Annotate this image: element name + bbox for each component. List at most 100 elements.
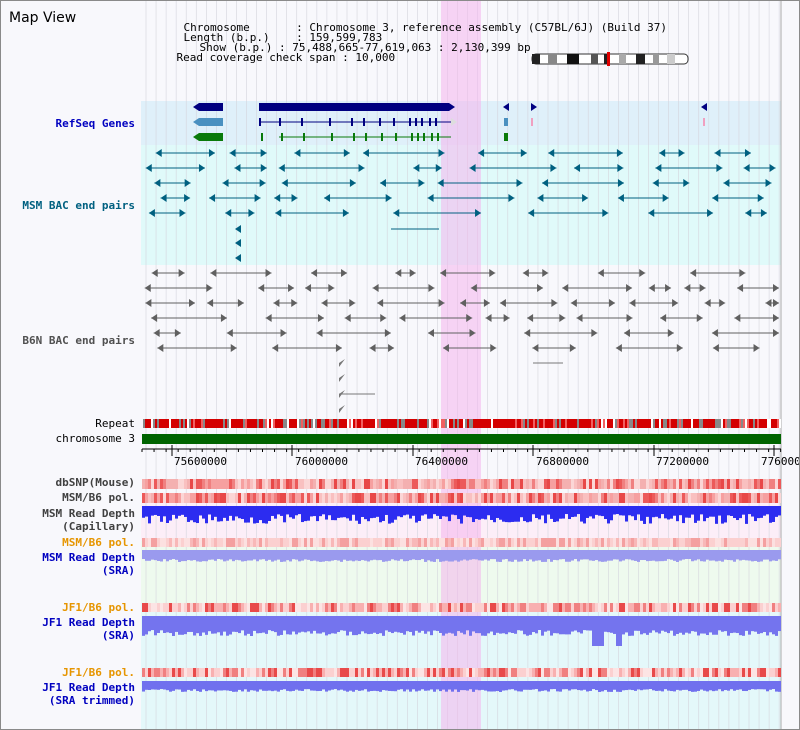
repeat-segment: [223, 419, 225, 428]
depth-bar: [697, 616, 700, 636]
bac-end-marker: [413, 164, 420, 172]
pol-heat-cell: [664, 603, 667, 612]
pol-heat-cell: [184, 493, 187, 503]
bac-end-marker: [153, 329, 160, 337]
pol-heat-cell: [769, 603, 772, 612]
depth-bar: [424, 616, 427, 634]
pol-heat-cell: [685, 668, 688, 677]
pol-heat-cell: [247, 603, 250, 612]
depth-bar: [583, 681, 586, 690]
pol-heat-cell: [184, 479, 187, 489]
depth-bar: [727, 550, 730, 560]
pol-heat-cell: [670, 479, 673, 489]
pol-heat-cell: [517, 668, 520, 677]
pol-heat-cell: [733, 479, 736, 489]
pol-heat-cell: [145, 603, 148, 612]
repeat-segment: [567, 419, 569, 428]
pol-heat-cell: [193, 603, 196, 612]
depth-bar: [469, 616, 472, 636]
pol-heat-cell: [646, 538, 649, 547]
depth-bar: [448, 616, 451, 633]
depth-bar: [412, 506, 415, 516]
repeat-segment: [569, 419, 571, 428]
pol-heat-cell: [514, 603, 517, 612]
depth-bar: [364, 506, 367, 520]
pol-heat-cell: [364, 603, 367, 612]
depth-bar: [634, 616, 637, 631]
repeat-segment: [185, 419, 187, 428]
depth-bar: [373, 616, 376, 633]
repeat-segment: [241, 419, 243, 428]
repeat-segment: [623, 419, 625, 428]
depth-bar: [583, 550, 586, 560]
pol-heat-cell: [625, 479, 628, 489]
pol-heat-cell: [718, 668, 721, 677]
depth-bar: [760, 506, 763, 518]
bac-end-marker: [576, 314, 583, 322]
pol-heat-cell: [655, 493, 658, 503]
pol-heat-cell: [367, 603, 370, 612]
depth-bar: [538, 550, 541, 561]
pol-heat-cell: [538, 668, 541, 677]
depth-bar: [514, 506, 517, 522]
repeat-segment: [531, 419, 533, 428]
bac-end-marker: [773, 299, 779, 307]
depth-bar: [220, 506, 223, 522]
depth-bar: [733, 681, 736, 691]
pol-heat-cell: [616, 668, 619, 677]
pol-heat-cell: [517, 538, 520, 547]
depth-bar: [718, 681, 721, 690]
depth-bar: [568, 616, 571, 635]
repeat-segment: [701, 419, 703, 428]
pol-heat-cell: [187, 538, 190, 547]
depth-bar: [667, 506, 670, 520]
pol-heat-cell: [421, 493, 424, 503]
pol-heat-cell: [580, 493, 583, 503]
bac-end-marker: [260, 164, 267, 172]
depth-bar: [172, 616, 175, 636]
repeat-segment: [415, 419, 417, 428]
repeat-segment: [173, 419, 175, 428]
pol-heat-cell: [643, 668, 646, 677]
depth-bar: [226, 506, 229, 521]
depth-bar: [358, 681, 361, 691]
pol-heat-cell: [736, 479, 739, 489]
depth-bar: [610, 681, 613, 692]
pol-heat-cell: [175, 603, 178, 612]
bac-end-marker: [379, 179, 386, 187]
repeat-segment: [481, 419, 483, 428]
pol-heat-cell: [244, 479, 247, 489]
bac-end-marker: [508, 194, 515, 202]
pol-heat-cell: [565, 479, 568, 489]
pol-heat-cell: [154, 493, 157, 503]
pol-heat-cell: [469, 479, 472, 489]
repeat-segment: [165, 419, 167, 428]
depth-bar: [265, 616, 268, 634]
repeat-segment: [315, 419, 317, 428]
bac-end-marker: [427, 194, 434, 202]
depth-bar: [169, 506, 172, 521]
depth-bar: [337, 681, 340, 691]
pol-heat-cell: [145, 479, 148, 489]
pol-heat-cell: [718, 603, 721, 612]
depth-bar: [724, 616, 727, 632]
pol-heat-cell: [451, 479, 454, 489]
depth-bar: [304, 681, 307, 690]
pol-heat-cell: [454, 479, 457, 489]
pol-heat-cell: [667, 668, 670, 677]
repeat-segment: [773, 419, 775, 428]
depth-bar: [304, 616, 307, 633]
pol-heat-cell: [283, 668, 286, 677]
bac-end-marker: [629, 299, 636, 307]
pol-heat-cell: [481, 603, 484, 612]
depth-bar: [673, 616, 676, 636]
depth-bar: [442, 681, 445, 690]
depth-bar: [418, 681, 421, 691]
pol-heat-cell: [526, 668, 529, 677]
depth-bar: [346, 616, 349, 636]
pol-heat-cell: [721, 479, 724, 489]
pol-heat-cell: [292, 479, 295, 489]
depth-bar: [541, 550, 544, 562]
depth-bar: [181, 550, 184, 562]
